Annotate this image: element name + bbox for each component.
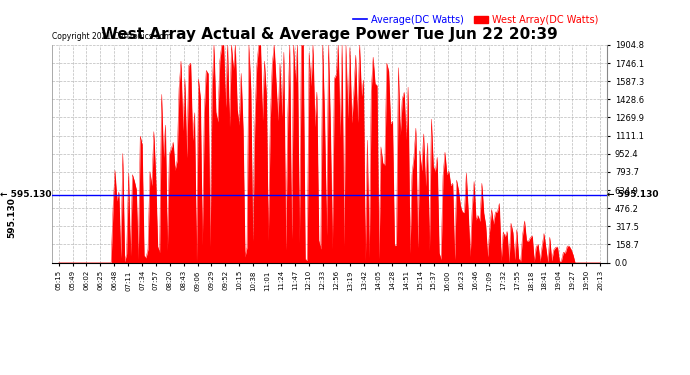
Text: Copyright 2021 Cartronics.com: Copyright 2021 Cartronics.com xyxy=(52,32,171,41)
Text: ← 595.130: ← 595.130 xyxy=(0,190,52,199)
Text: 595.130: 595.130 xyxy=(7,197,16,238)
Text: ← 595.130: ← 595.130 xyxy=(607,190,659,199)
Title: West Array Actual & Average Power Tue Jun 22 20:39: West Array Actual & Average Power Tue Ju… xyxy=(101,27,558,42)
Legend: Average(DC Watts), West Array(DC Watts): Average(DC Watts), West Array(DC Watts) xyxy=(348,11,602,28)
